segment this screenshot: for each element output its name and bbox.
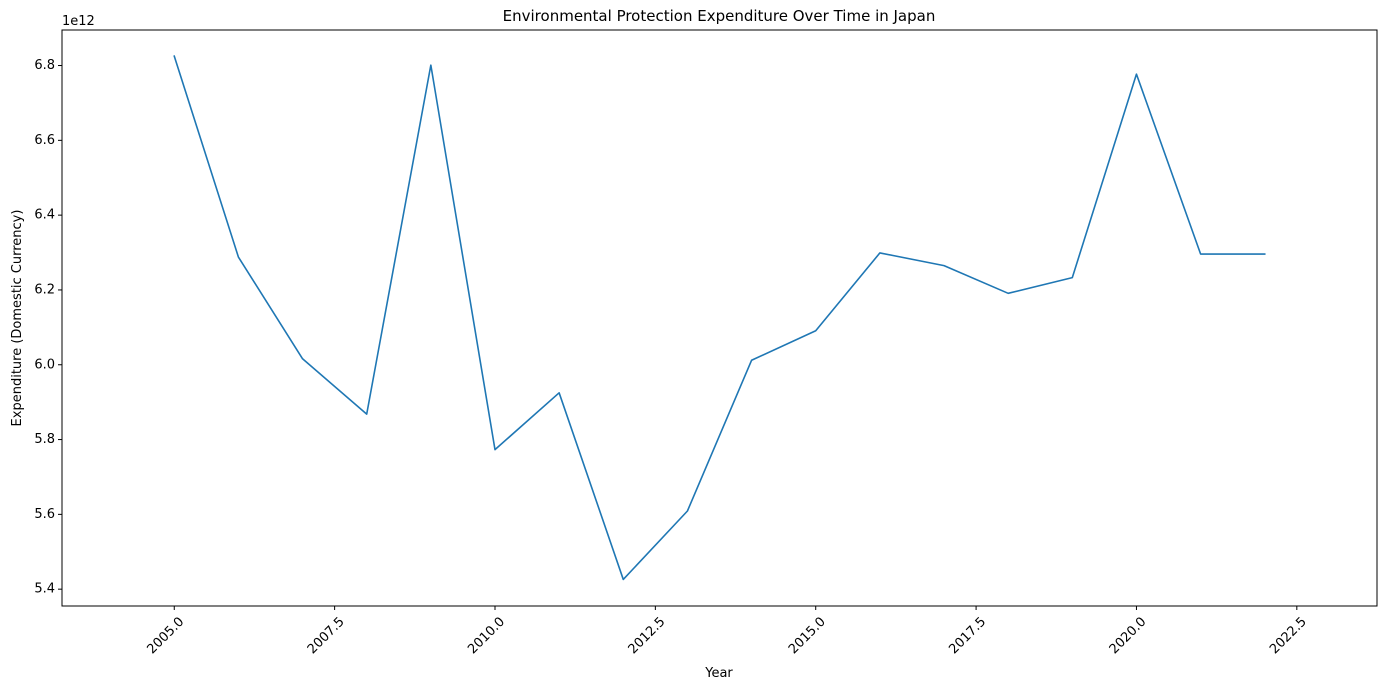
x-axis: 2005.0 2007.5 2010.0 2012.5 2015.0 2017.5 2020… — [145, 606, 1310, 657]
plot-frame — [61, 29, 1378, 607]
y-tick-label: 6.4 — [34, 208, 55, 223]
y-tick-label: 6.6 — [34, 133, 55, 148]
plot-area — [61, 29, 1378, 607]
x-tick-label: 2010.0 — [465, 614, 508, 657]
x-axis-label: Year — [704, 666, 733, 681]
x-tick-label: 2007.5 — [305, 614, 348, 657]
x-tick-label: 2022.5 — [1267, 614, 1310, 657]
y-axis-label: Expenditure (Domestic Currency) — [10, 210, 25, 427]
y-axis: 5.4 5.6 5.8 6.0 6.2 6.4 6.6 6.8 — [34, 58, 62, 597]
x-tick-label: 2015.0 — [786, 614, 829, 657]
x-tick-label: 2020.0 — [1107, 614, 1150, 657]
y-tick-label: 5.4 — [34, 582, 55, 597]
x-tick-label: 2012.5 — [626, 614, 669, 657]
y-tick-label: 5.8 — [34, 432, 55, 447]
chart-title: Environmental Protection Expenditure Ove… — [503, 7, 936, 25]
y-tick-label: 6.8 — [34, 58, 55, 73]
series-layer — [173, 55, 1266, 581]
y-offset-label: 1e12 — [62, 14, 95, 29]
y-tick-label: 5.6 — [34, 507, 55, 522]
x-tick-label: 2005.0 — [145, 614, 188, 657]
x-tick-label: 2017.5 — [946, 614, 989, 657]
series-line-0 — [173, 55, 1266, 581]
y-tick-label: 6.2 — [34, 282, 55, 297]
y-tick-label: 6.0 — [34, 357, 55, 372]
